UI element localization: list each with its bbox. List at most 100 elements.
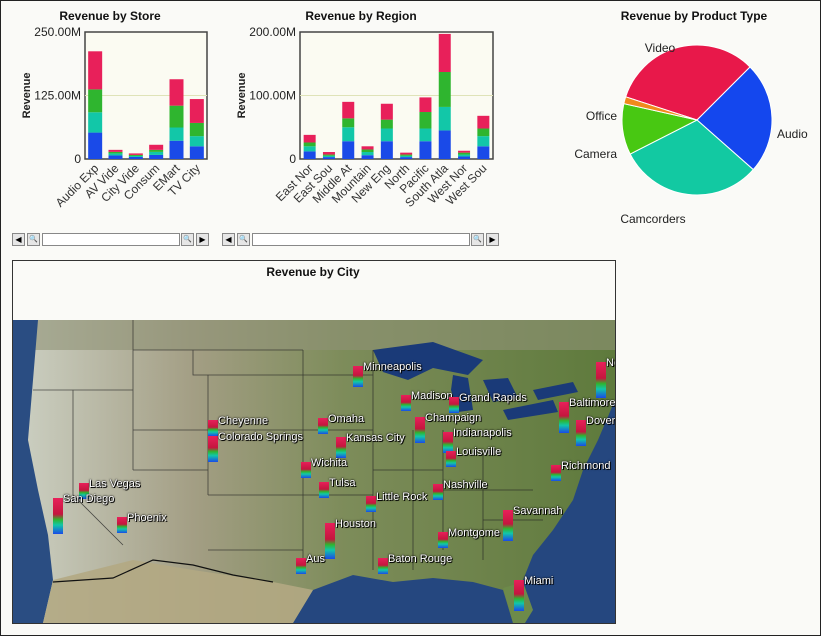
city-revenue-bar[interactable] [503,510,513,541]
city-revenue-bar[interactable] [318,418,328,434]
city-revenue-bar[interactable] [446,451,456,467]
bar-segment[interactable] [149,149,164,152]
bar-segment[interactable] [322,157,335,159]
zoom-out-icon[interactable]: 🔍 [27,233,40,246]
bar-segment[interactable] [303,134,316,143]
zoom-out-icon[interactable]: 🔍 [237,233,250,246]
city-revenue-bar[interactable] [325,523,335,559]
bar-segment[interactable] [128,153,143,155]
city-revenue-bar[interactable] [353,366,363,387]
scroll-left-icon[interactable]: ◀ [12,233,25,246]
bar-segment[interactable] [342,101,355,119]
pie-slice[interactable] [696,66,773,171]
bar-segment[interactable] [322,152,335,155]
bar-segment[interactable] [169,127,184,141]
bar-segment[interactable] [189,122,204,137]
bar-segment[interactable] [477,128,490,137]
city-revenue-bar[interactable] [433,484,443,500]
scroll-right-icon[interactable]: ▶ [196,233,209,246]
product-type-pie-chart[interactable]: Video Audio Camcorders Camera Office [570,30,810,240]
us-map[interactable]: Minneapolis Madison Grand Rapids Ne Cheyenne… [13,320,615,623]
city-revenue-bar[interactable] [378,558,388,574]
bar-segment[interactable] [458,150,471,153]
bar-segment[interactable] [419,97,432,113]
scroll-left-icon[interactable]: ◀ [222,233,235,246]
bar-segment[interactable] [108,153,123,156]
bar-segment[interactable] [419,141,432,159]
bar-segment[interactable] [88,112,103,133]
city-revenue-bar[interactable] [514,580,524,611]
city-revenue-bar[interactable] [366,496,376,512]
bar-segment[interactable] [108,155,123,159]
pie-slice[interactable] [625,44,751,121]
bar-segment[interactable] [342,118,355,128]
city-revenue-bar[interactable] [559,402,569,433]
city-revenue-bar[interactable] [79,483,89,499]
bar-segment[interactable] [361,155,374,159]
bar-segment[interactable] [342,141,355,159]
city-revenue-bar[interactable] [449,397,459,413]
city-revenue-bar[interactable] [208,436,218,462]
scroll-track[interactable] [252,233,470,246]
bar-segment[interactable] [400,152,413,155]
bar-segment[interactable] [361,146,374,150]
city-revenue-bar[interactable] [415,417,425,443]
zoom-in-icon[interactable]: 🔍 [471,233,484,246]
bar-segment[interactable] [419,128,432,142]
bar-segment[interactable] [361,152,374,156]
city-revenue-bar[interactable] [443,432,453,453]
pie-slice[interactable] [623,96,698,121]
bar-segment[interactable] [458,154,471,157]
bar-segment[interactable] [458,156,471,159]
bar-segment[interactable] [169,140,184,159]
bar-segment[interactable] [438,33,451,73]
bar-segment[interactable] [169,79,184,106]
bar-segment[interactable] [303,142,316,147]
bar-segment[interactable] [400,154,413,156]
bar-segment[interactable] [380,141,393,159]
city-revenue-bar[interactable] [401,395,411,411]
bar-segment[interactable] [458,152,471,155]
bar-segment[interactable] [419,112,432,129]
bar-segment[interactable] [477,136,490,147]
bar-segment[interactable] [477,146,490,159]
bar-segment[interactable] [400,155,413,158]
city-revenue-bar[interactable] [596,362,606,398]
bar-segment[interactable] [303,151,316,159]
bar-segment[interactable] [149,154,164,159]
bar-segment[interactable] [128,154,143,156]
bar-segment[interactable] [438,130,451,159]
region-scrollbar[interactable]: ◀ 🔍 🔍 ▶ [222,233,502,246]
city-revenue-bar[interactable] [117,517,127,533]
bar-segment[interactable] [149,151,164,155]
bar-segment[interactable] [108,151,123,154]
bar-segment[interactable] [189,99,204,123]
bar-segment[interactable] [108,149,123,152]
store-scrollbar[interactable]: ◀ 🔍 🔍 ▶ [12,233,212,246]
scroll-track[interactable] [42,233,180,246]
city-revenue-bar[interactable] [319,482,329,498]
bar-segment[interactable] [128,156,143,159]
city-revenue-bar[interactable] [53,498,63,534]
bar-segment[interactable] [149,144,164,150]
bar-segment[interactable] [189,146,204,159]
city-revenue-bar[interactable] [438,532,448,548]
city-revenue-bar[interactable] [296,558,306,574]
bar-segment[interactable] [303,146,316,152]
city-revenue-bar[interactable] [208,420,218,436]
city-revenue-bar[interactable] [576,420,586,446]
bar-segment[interactable] [438,106,451,131]
bar-segment[interactable] [322,154,335,156]
city-revenue-bar[interactable] [336,437,346,458]
city-revenue-bar[interactable] [301,462,311,478]
bar-segment[interactable] [322,155,335,158]
bar-segment[interactable] [189,136,204,147]
bar-segment[interactable] [342,127,355,142]
bar-segment[interactable] [88,89,103,113]
city-revenue-bar[interactable] [551,465,561,481]
bar-segment[interactable] [380,119,393,129]
bar-segment[interactable] [88,132,103,159]
bar-segment[interactable] [361,149,374,153]
